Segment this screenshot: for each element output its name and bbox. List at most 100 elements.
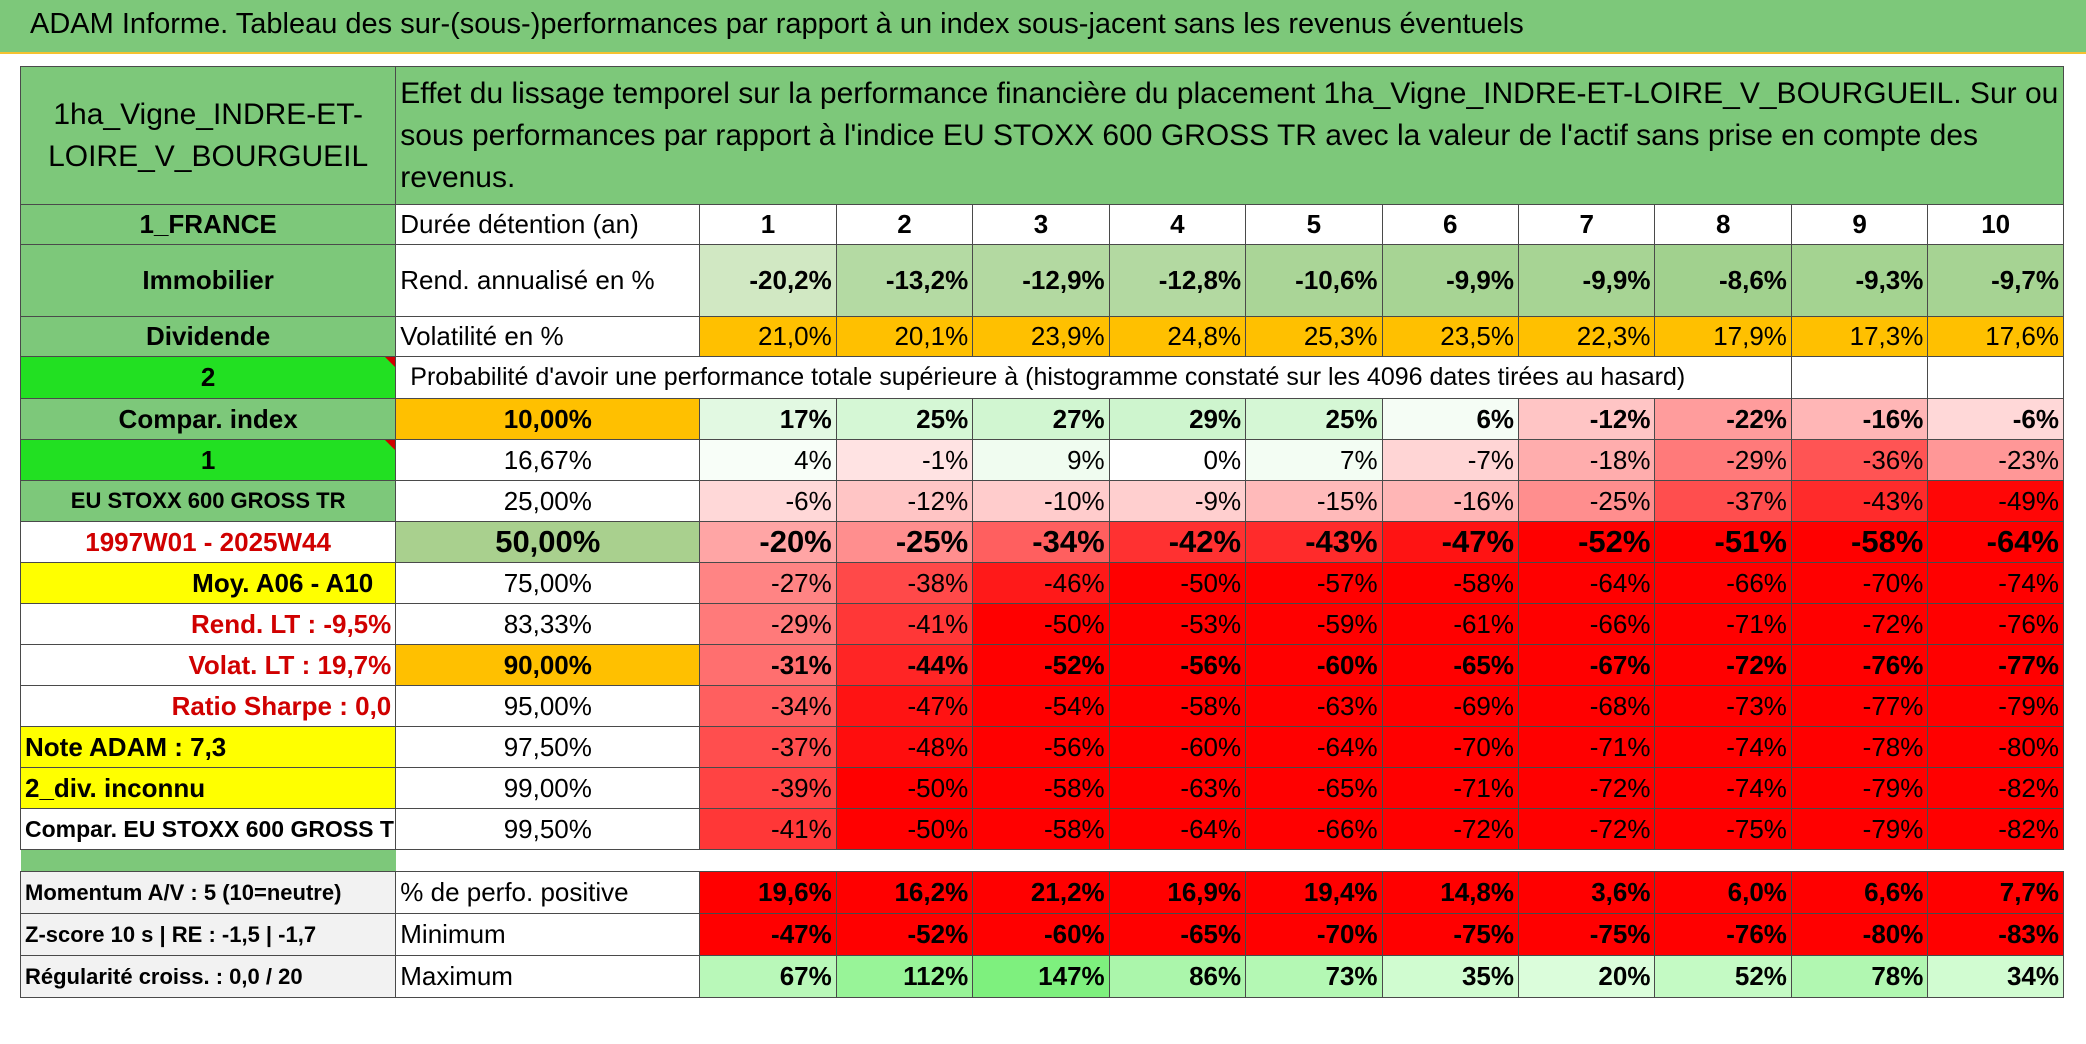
year-header: 6 (1381, 204, 1520, 245)
prob-value: -52% (972, 644, 1110, 686)
pct-pos-label: % de perfo. positive (395, 871, 701, 914)
left-label-volat-lt: Volat. LT : 19,7% (19, 644, 397, 686)
prob-value: -37% (699, 726, 837, 768)
prob-value: -6% (1927, 398, 2064, 440)
left-label-index-name: EU STOXX 600 GROSS TR (19, 480, 397, 522)
min-value: -70% (1245, 913, 1383, 956)
prob-value: -10% (972, 480, 1110, 522)
prob-value: -34% (972, 521, 1110, 563)
pct-pos-value: 16,2% (835, 871, 974, 914)
left-label-text: Compar. EU STOXX 600 GROSS TR (25, 815, 396, 842)
min-value: -60% (972, 913, 1110, 956)
prob-value: -78% (1790, 726, 1929, 768)
prob-value: -72% (1654, 644, 1792, 686)
vol-value: 22,3% (1518, 316, 1656, 357)
prob-value: -82% (1927, 767, 2064, 809)
max-value: 34% (1927, 955, 2064, 998)
prob-value: -58% (1790, 521, 1929, 563)
prob-value: -66% (1518, 603, 1656, 645)
prob-value: -6% (699, 480, 837, 522)
prob-value: -58% (972, 767, 1110, 809)
prob-value: -1% (835, 439, 974, 481)
vol-value: 23,9% (972, 316, 1110, 357)
prob-value: -65% (1381, 644, 1520, 686)
blank-cell (1790, 356, 1929, 399)
prob-value: -66% (1245, 808, 1383, 850)
spacer-cell (395, 849, 2064, 872)
probability-threshold: 99,00% (395, 767, 701, 809)
prob-value: -41% (835, 603, 974, 645)
max-value: 67% (699, 955, 837, 998)
left-label-text: Note ADAM : 7,3 (25, 731, 227, 762)
prob-value: -74% (1654, 767, 1792, 809)
prob-value: -9% (1108, 480, 1247, 522)
prob-value: -72% (1381, 808, 1520, 850)
probability-threshold: 90,00% (395, 644, 701, 686)
left-label-text: Volat. LT : 19,7% (188, 649, 392, 680)
left-label-text: 1 (200, 444, 216, 475)
rend-value: -9,9% (1518, 244, 1656, 317)
prob-value: -50% (835, 808, 974, 850)
left-label-compar-full: Compar. EU STOXX 600 GROSS TR (19, 808, 397, 850)
left-label-note: Note ADAM : 7,3 (19, 726, 397, 768)
vol-value: 23,5% (1381, 316, 1520, 357)
asset-name: 1ha_Vigne_INDRE-ET-LOIRE_V_BOURGUEIL (48, 97, 369, 173)
prob-value: 6% (1381, 398, 1520, 440)
pct-pos-value: 19,4% (1245, 871, 1383, 914)
left-label-text: 2_div. inconnu (25, 772, 206, 803)
left-label-text: Ratio Sharpe : 0,0 (171, 690, 392, 721)
prob-value: -46% (972, 562, 1110, 604)
prob-value: -61% (1381, 603, 1520, 645)
spacer-cell (20, 849, 396, 872)
prob-value: -50% (1108, 562, 1247, 604)
prob-row: Moy. A06 - A10 75,00% -27% -38% -46% -50% -57%… (19, 562, 2064, 604)
max-label: Maximum (395, 955, 701, 998)
min-value: -80% (1790, 913, 1929, 956)
left-label-sharpe: Ratio Sharpe : 0,0 (19, 685, 397, 727)
header-row: 1ha_Vigne_INDRE-ET-LOIRE_V_BOURGUEIL Eff… (19, 66, 2064, 205)
prob-value: -59% (1245, 603, 1383, 645)
summary-row: Régularité croiss. : 0,0 / 20 Maximum 67% 1… (19, 955, 2064, 998)
prob-value: 0% (1108, 439, 1247, 481)
pct-pos-value: 6,0% (1654, 871, 1792, 914)
prob-value: -58% (972, 808, 1110, 850)
prob-value: -18% (1518, 439, 1656, 481)
max-value: 147% (972, 955, 1110, 998)
vol-value: 17,9% (1654, 316, 1792, 357)
max-value: 78% (1790, 955, 1929, 998)
vol-value: 21,0% (699, 316, 837, 357)
spacer-row (20, 849, 2064, 872)
pct-pos-value: 21,2% (972, 871, 1110, 914)
prob-value: -63% (1108, 767, 1247, 809)
min-value: -83% (1927, 913, 2064, 956)
pct-pos-value: 3,6% (1518, 871, 1656, 914)
max-value: 35% (1381, 955, 1520, 998)
prob-row: EU STOXX 600 GROSS TR 25,00% -6% -12% -10% -9… (19, 480, 2064, 522)
prob-value: -71% (1381, 767, 1520, 809)
min-value: -76% (1654, 913, 1792, 956)
max-value: 73% (1245, 955, 1383, 998)
min-value: -52% (835, 913, 974, 956)
probability-threshold: 95,00% (395, 685, 701, 727)
prob-value: -31% (699, 644, 837, 686)
prob-value: -72% (1790, 603, 1929, 645)
num2-label: 2 (200, 362, 216, 392)
left-label-zscore: Z-score 10 s | RE : -1,5 | -1,7 (19, 913, 397, 956)
prob-value: -50% (835, 767, 974, 809)
prob-value: 27% (972, 398, 1110, 440)
rend-value: -10,6% (1245, 244, 1383, 317)
prob-value: -56% (1108, 644, 1247, 686)
prob-value: -44% (835, 644, 974, 686)
comment-marker (385, 357, 395, 367)
prob-value: -70% (1790, 562, 1929, 604)
probability-threshold: 16,67% (395, 439, 701, 481)
prob-value: -72% (1518, 808, 1656, 850)
prob-value: -82% (1927, 808, 2064, 850)
prob-value: -71% (1518, 726, 1656, 768)
summary-row: Momentum A/V : 5 (10=neutre)% de perfo. … (19, 871, 2064, 914)
vol-value: 17,3% (1790, 316, 1929, 357)
min-value: -75% (1518, 913, 1656, 956)
prob-value: -50% (972, 603, 1110, 645)
prob-value: -16% (1790, 398, 1929, 440)
